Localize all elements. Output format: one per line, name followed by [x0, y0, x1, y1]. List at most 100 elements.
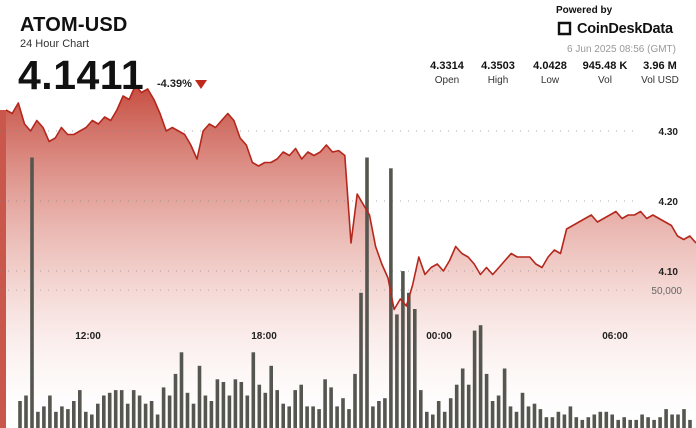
volume-bar	[203, 395, 208, 428]
volume-bar	[640, 414, 644, 428]
volume-bar	[90, 414, 94, 428]
volume-bar	[185, 392, 190, 428]
volume-bar	[377, 401, 381, 428]
volume-bar	[604, 411, 609, 428]
stat-label: Vol	[598, 75, 612, 86]
stat-label: Low	[540, 75, 560, 86]
price-line	[5, 84, 696, 311]
volume-bar	[682, 409, 686, 428]
x-tick-label: 06:00	[602, 331, 628, 342]
stat-value: 945.48 K	[582, 60, 628, 72]
volume-bar	[209, 401, 214, 428]
y-tick-label: 4.10	[659, 267, 679, 278]
brand-logo[interactable]: CoinDeskData	[556, 20, 673, 37]
volume-bar	[149, 401, 154, 428]
volume-bar	[586, 417, 591, 428]
volume-bar	[227, 395, 232, 428]
chart-subtitle: 24 Hour Chart	[20, 38, 90, 50]
volume-bar	[634, 419, 638, 428]
volume-bar	[245, 395, 250, 428]
volume-bar	[610, 414, 614, 428]
x-tick-label: 12:00	[75, 331, 101, 342]
volume-bar	[466, 384, 471, 428]
volume-bar	[113, 390, 118, 428]
volume-bar	[299, 384, 303, 428]
volume-bar	[48, 395, 52, 428]
x-tick-label: 18:00	[251, 331, 277, 342]
volume-bar	[436, 401, 441, 428]
volume-bar	[383, 398, 387, 428]
volume-bar	[652, 419, 656, 428]
volume-bar	[532, 403, 537, 428]
volume-bar	[78, 390, 82, 428]
volume-bar	[413, 309, 417, 428]
volume-bar	[353, 373, 357, 428]
volume-bar	[646, 417, 650, 428]
volume-bar	[173, 373, 178, 428]
volume-bar	[24, 395, 28, 428]
stat-label: Vol USD	[641, 75, 679, 86]
volume-bar	[478, 325, 483, 428]
volume-bar	[371, 406, 375, 428]
volume-bar	[125, 403, 130, 428]
volume-bar	[167, 395, 172, 428]
volume-bar	[460, 368, 465, 428]
volume-bar	[335, 406, 339, 428]
price-area	[0, 85, 696, 428]
volume-bar	[137, 395, 142, 428]
coindesk-logo-icon	[557, 21, 572, 36]
volume-bar	[550, 417, 555, 428]
volume-bar	[568, 406, 573, 428]
stat-label: Open	[434, 75, 460, 86]
volume-bar	[239, 382, 244, 428]
volume-bar	[490, 401, 495, 428]
stat-vol: 945.48 K Vol	[578, 60, 632, 86]
volume-bar	[263, 392, 268, 428]
volume-bar	[30, 157, 34, 428]
volume-bar	[161, 387, 166, 428]
volume-bar	[407, 292, 411, 428]
volume-bar	[389, 168, 393, 428]
volume-bar	[442, 411, 447, 428]
volume-bar	[107, 392, 112, 428]
volume-bar	[96, 403, 100, 428]
volume-bar	[36, 411, 40, 428]
volume-bar	[131, 390, 136, 428]
axes: 4.30 4.20 4.10 50,000 12:00 18:00 00:00 06:00	[75, 127, 682, 342]
volume-bar	[598, 411, 603, 428]
price-area-fill	[6, 85, 696, 428]
volume-bar	[562, 414, 567, 428]
volume-bar	[66, 409, 70, 428]
volume-bar	[359, 292, 363, 428]
volume-bar	[544, 417, 549, 428]
stat-open: 4.3314 Open	[424, 60, 470, 86]
volume-bar	[84, 411, 88, 428]
volume-bar	[622, 417, 626, 428]
stat-high: 4.3503 High	[475, 60, 521, 86]
stat-low: 4.0428 Low	[527, 60, 573, 86]
volume-bar	[484, 373, 489, 428]
price-change: -4.39%	[157, 78, 192, 90]
volume-bar	[197, 365, 202, 428]
volume-bar	[102, 395, 106, 428]
volume-bar	[448, 398, 453, 428]
volume-bar	[580, 419, 585, 428]
stat-value: 3.96 M	[643, 60, 677, 72]
volume-bar	[395, 314, 399, 428]
volume-bar	[119, 390, 124, 428]
volume-bar	[60, 406, 64, 428]
grid	[0, 130, 640, 291]
volume-bar	[18, 401, 22, 428]
volume-bar	[472, 330, 477, 428]
volume-bar	[454, 384, 459, 428]
volume-bar	[221, 382, 226, 428]
current-price: 4.1411	[18, 52, 145, 98]
volume-bar	[191, 403, 196, 428]
volume-bar	[329, 387, 333, 428]
volume-bar	[664, 409, 668, 428]
volume-tick-label: 50,000	[651, 286, 682, 297]
volume-bar	[269, 365, 273, 428]
stat-value: 4.3503	[481, 60, 515, 72]
stat-value: 4.0428	[533, 60, 567, 72]
volume-bar	[538, 409, 543, 428]
